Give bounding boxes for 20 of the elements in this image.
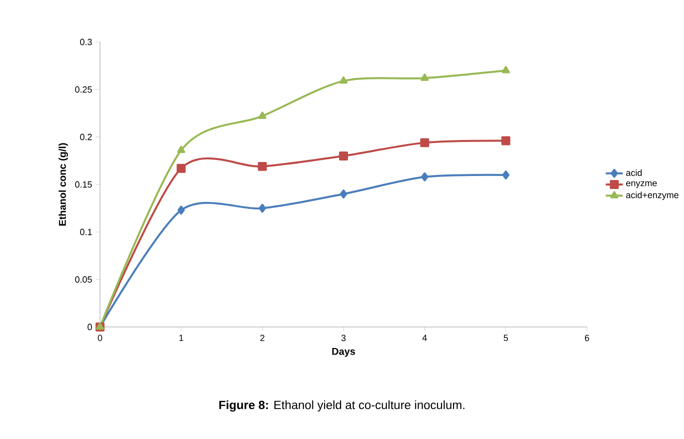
x-tick-label: 3 <box>341 334 346 342</box>
y-tick-label: 0.15 <box>75 181 92 188</box>
x-tick-label: 1 <box>179 334 184 341</box>
legend-label: acid+enzyme <box>626 192 678 200</box>
x-tick-label: 0 <box>98 334 102 342</box>
x-tick-label: 5 <box>504 334 508 342</box>
y-tick-label: 0.25 <box>75 86 92 93</box>
legend-label: acid <box>626 169 642 176</box>
text: Figure 8: Ethanol yield at co-culture inoculum. <box>219 400 464 412</box>
y-tick-label: 0 <box>88 324 92 330</box>
y-tick-label: 0.3 <box>80 38 92 46</box>
x-tick-label: 6 <box>584 334 590 342</box>
x-axis-title: Days <box>332 348 356 357</box>
y-tick-label: 0.1 <box>80 228 92 236</box>
legend-label: enyzme <box>626 181 657 188</box>
y-axis-title: Ethanol conc (g/l) <box>58 143 68 226</box>
y-tick-label: 0.2 <box>80 134 92 140</box>
x-tick-label: 4 <box>422 334 427 341</box>
x-tick-label: 2 <box>260 334 264 342</box>
y-tick-label: 0.05 <box>75 276 92 283</box>
